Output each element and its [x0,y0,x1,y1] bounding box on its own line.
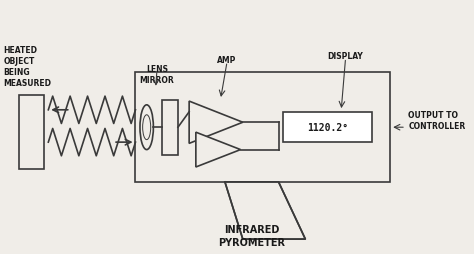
Polygon shape [189,102,243,144]
Bar [283,113,373,142]
Text: 1120.2°: 1120.2° [307,123,348,133]
Bar [162,100,178,155]
Polygon shape [225,182,305,239]
Text: DISPLAY: DISPLAY [328,52,364,61]
Ellipse shape [143,115,151,140]
Text: AMP: AMP [218,56,237,65]
Bar [136,73,390,182]
Text: HEATED
OBJECT
BEING
MEASURED: HEATED OBJECT BEING MEASURED [4,46,52,88]
Text: OUTPUT TO
CONTROLLER: OUTPUT TO CONTROLLER [408,110,465,130]
Polygon shape [196,133,240,167]
Text: LENS
MIRROR: LENS MIRROR [139,65,174,85]
Text: INFRARED
PYROMETER: INFRARED PYROMETER [218,224,285,247]
Bar [19,96,44,170]
Ellipse shape [140,105,154,150]
